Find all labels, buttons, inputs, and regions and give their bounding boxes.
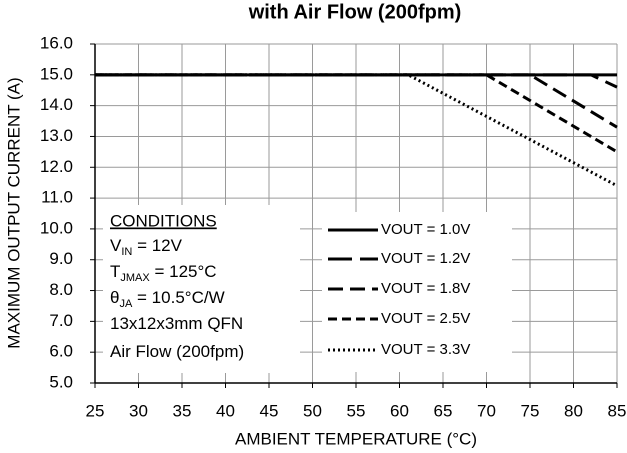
x-tick-label: 55 (347, 401, 366, 420)
x-tick-label: 30 (129, 401, 148, 420)
condition-line: θJA = 10.5°C/W (110, 288, 225, 309)
x-tick-label: 60 (390, 401, 409, 420)
y-tick-label: 9.0 (49, 249, 73, 268)
condition-text: JMAX (120, 272, 150, 284)
x-tick-label: 65 (434, 401, 453, 420)
legend-label: VOUT = 1.8V (381, 280, 470, 297)
y-tick-label: 14.0 (40, 95, 73, 114)
legend-label: VOUT = 3.3V (381, 341, 470, 358)
condition-text: θ (110, 288, 119, 307)
condition-text: T (110, 262, 120, 281)
x-tick-label: 75 (521, 401, 540, 420)
condition-text: JA (119, 298, 133, 310)
y-tick-label: 12.0 (40, 157, 73, 176)
y-tick-label: 7.0 (49, 311, 73, 330)
x-axis-title: AMBIENT TEMPERATURE (°C) (235, 429, 477, 448)
legend-box (322, 212, 512, 372)
condition-line: VIN = 12V (110, 236, 183, 257)
chart-title: with Air Flow (200fpm) (248, 1, 462, 23)
series-line (95, 73, 618, 188)
y-tick-label: 10.0 (40, 218, 73, 237)
y-tick-label: 13.0 (40, 126, 73, 145)
condition-text: = 10.5°C/W (132, 288, 224, 307)
y-tick-label: 8.0 (49, 280, 73, 299)
condition-text: Air Flow (200fpm) (110, 342, 244, 361)
condition-text: 13x12x3mm QFN (110, 314, 243, 333)
x-tick-label: 40 (216, 401, 235, 420)
condition-line: Air Flow (200fpm) (110, 342, 244, 361)
x-tick-label: 50 (303, 401, 322, 420)
y-tick-label: 11.0 (41, 188, 73, 207)
x-tick-label: 80 (564, 401, 583, 420)
y-tick-label: 15.0 (40, 64, 73, 83)
condition-text: IN (121, 246, 132, 258)
condition-line: 13x12x3mm QFN (110, 314, 243, 333)
x-tick-label: 35 (173, 401, 192, 420)
x-tick-label: 25 (86, 401, 105, 420)
x-tick-label: 85 (608, 401, 627, 420)
conditions-box (103, 205, 300, 373)
legend-label: VOUT = 1.0V (381, 221, 470, 238)
condition-text: V (110, 236, 122, 255)
y-tick-label: 16.0 (40, 33, 73, 52)
condition-text: = 125°C (150, 262, 217, 281)
y-tick-label: 6.0 (49, 342, 73, 361)
y-tick-label: 5.0 (49, 372, 73, 391)
condition-line: TJMAX = 125°C (110, 262, 217, 283)
legend-label: VOUT = 1.2V (381, 250, 470, 267)
conditions-title: CONDITIONS (110, 211, 217, 230)
condition-text: = 12V (132, 236, 182, 255)
x-tick-label: 70 (477, 401, 496, 420)
legend-label: VOUT = 2.5V (381, 310, 470, 327)
y-axis-title: MAXIMUM OUTPUT CURRENT (A) (4, 77, 23, 348)
x-tick-label: 45 (260, 401, 279, 420)
